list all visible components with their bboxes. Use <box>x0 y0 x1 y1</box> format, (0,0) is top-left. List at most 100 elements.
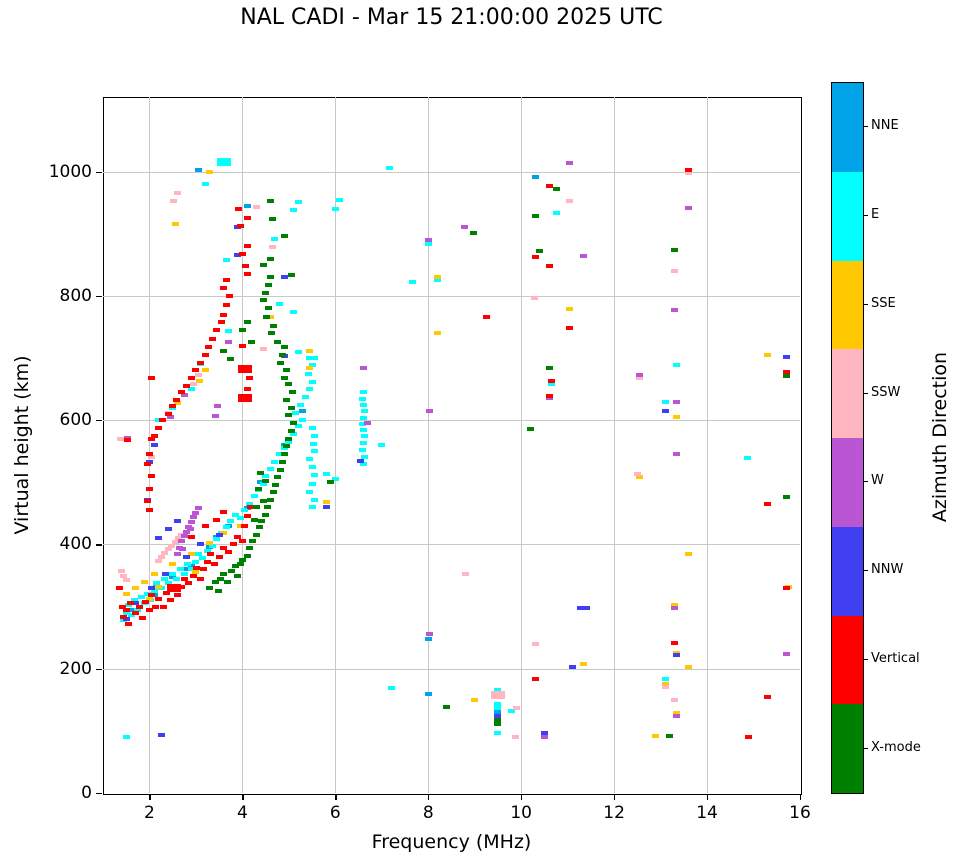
data-point <box>183 530 191 534</box>
data-point <box>310 472 318 477</box>
data-point <box>566 198 574 203</box>
data-point <box>220 531 228 536</box>
data-point <box>155 425 163 430</box>
data-point <box>241 264 249 269</box>
data-point <box>287 405 295 410</box>
data-point <box>359 461 367 466</box>
data-point <box>308 425 316 430</box>
x-tick-label: 2 <box>144 803 155 823</box>
data-point <box>672 653 680 658</box>
data-point <box>209 337 217 342</box>
data-point <box>461 572 469 577</box>
data-point <box>155 584 163 589</box>
data-point <box>187 520 195 525</box>
data-point <box>132 585 140 590</box>
data-point <box>192 511 200 516</box>
data-point <box>238 328 246 333</box>
data-point <box>553 210 561 215</box>
data-point <box>359 441 367 446</box>
data-point <box>220 510 228 515</box>
data-point <box>255 486 263 491</box>
data-point <box>243 272 251 277</box>
data-point <box>245 375 253 380</box>
data-point <box>378 443 386 447</box>
data-point <box>566 326 574 331</box>
colorbar-tick-label: SSW <box>871 384 901 400</box>
data-point <box>566 306 574 311</box>
data-point <box>782 585 790 590</box>
data-point <box>782 355 790 360</box>
data-point <box>234 534 242 539</box>
data-point <box>494 730 502 735</box>
data-point <box>243 244 251 249</box>
colorbar-tick-label: Vertical <box>871 650 920 666</box>
data-point <box>636 375 644 380</box>
data-point <box>217 319 225 324</box>
colorbar-segment-sse <box>832 260 863 350</box>
x-tick-label: 16 <box>789 803 811 823</box>
data-point <box>310 497 318 502</box>
data-point <box>201 368 209 373</box>
data-point <box>310 449 318 454</box>
data-point <box>169 404 177 409</box>
data-point <box>259 498 267 503</box>
data-point <box>199 556 207 561</box>
data-point <box>280 275 288 280</box>
data-point <box>227 518 235 523</box>
gridline <box>149 97 151 793</box>
data-point <box>183 554 191 559</box>
data-point <box>553 186 561 191</box>
y-axis-label: Virtual height (km) <box>11 355 33 535</box>
data-point <box>262 512 270 517</box>
data-point <box>582 605 590 610</box>
colorbar-segment-x-mode <box>832 704 863 793</box>
data-point <box>470 231 478 236</box>
data-point <box>132 610 140 615</box>
data-point <box>204 548 212 553</box>
y-tick-label: 1000 <box>48 161 92 182</box>
gridline <box>521 97 523 793</box>
data-point <box>238 343 246 348</box>
data-point <box>144 592 152 597</box>
y-tick <box>96 295 102 298</box>
gridline <box>103 544 800 546</box>
data-point <box>243 553 251 558</box>
data-point <box>213 328 221 333</box>
data-point <box>294 200 302 205</box>
data-point <box>306 489 314 494</box>
data-point <box>247 505 255 510</box>
colorbar-tick <box>864 303 868 305</box>
data-point <box>125 621 133 626</box>
data-point <box>171 539 179 544</box>
data-point <box>672 713 680 718</box>
data-point <box>190 382 198 387</box>
data-point <box>426 408 434 413</box>
data-point <box>661 682 669 687</box>
data-point <box>290 431 297 436</box>
data-point <box>174 536 182 541</box>
gridline <box>614 97 616 793</box>
colorbar-tick <box>864 215 868 217</box>
data-point <box>285 436 293 441</box>
data-point <box>577 606 585 611</box>
data-point <box>166 598 174 603</box>
data-point <box>545 365 553 370</box>
data-point <box>187 551 195 556</box>
data-point <box>194 167 202 172</box>
data-point <box>322 500 330 505</box>
data-point <box>220 312 228 317</box>
data-point <box>143 461 151 466</box>
data-point <box>531 676 539 681</box>
data-point <box>245 502 253 507</box>
colorbar-segment-e <box>832 171 863 261</box>
data-point <box>211 579 219 584</box>
y-tick <box>96 171 102 173</box>
data-point <box>276 301 284 306</box>
data-point <box>545 396 553 401</box>
y-tick-label: 0 <box>81 783 92 803</box>
data-point <box>187 387 195 392</box>
data-point <box>684 206 692 211</box>
data-point <box>426 631 434 636</box>
data-point <box>236 516 244 521</box>
